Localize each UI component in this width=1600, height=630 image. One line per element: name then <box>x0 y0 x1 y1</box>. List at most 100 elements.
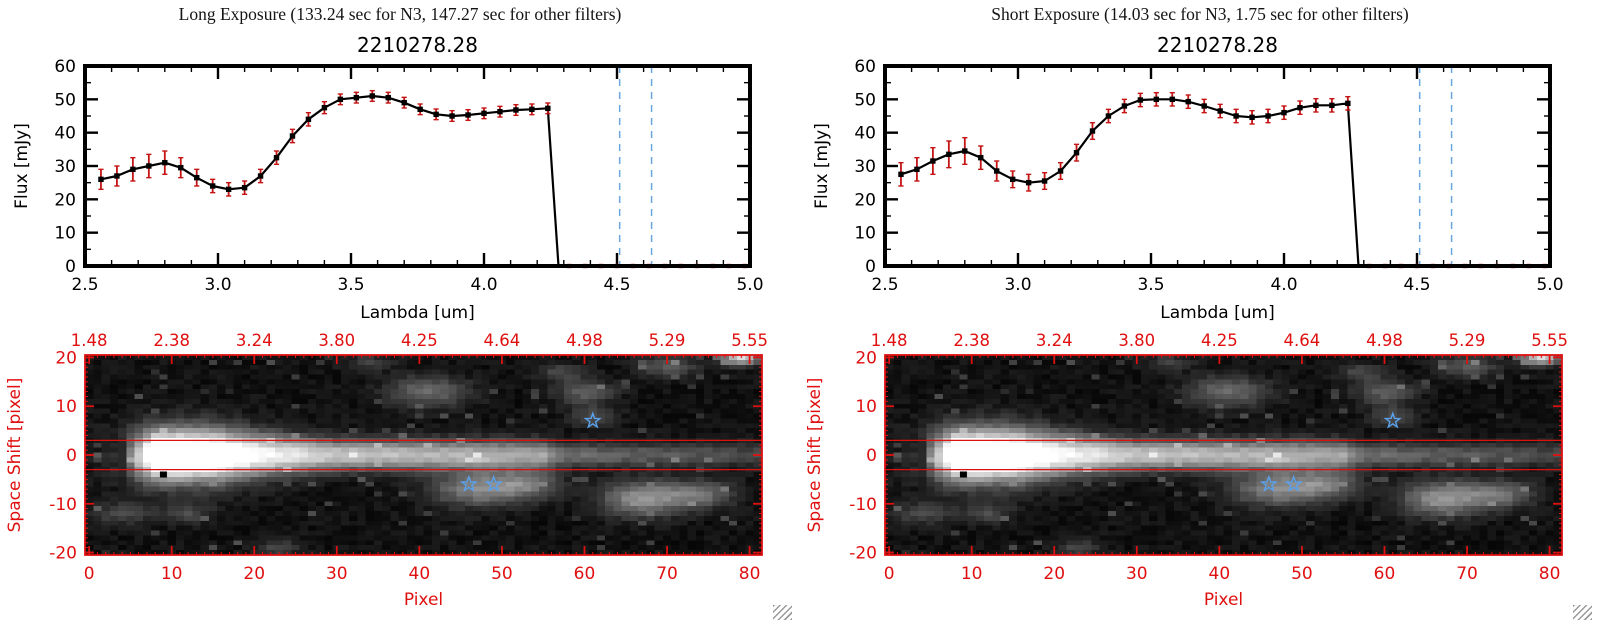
svg-text:30: 30 <box>854 157 876 177</box>
svg-text:10: 10 <box>161 564 183 584</box>
svg-text:4.0: 4.0 <box>470 275 497 295</box>
source-position-marker <box>959 471 967 478</box>
svg-text:5.0: 5.0 <box>1536 275 1563 295</box>
data-point-marker <box>1249 114 1255 121</box>
data-point-marker <box>1217 108 1223 114</box>
star-marker <box>583 411 602 429</box>
data-point-marker <box>401 99 407 106</box>
svg-text:0: 0 <box>865 257 876 277</box>
data-point-marker <box>114 173 120 179</box>
svg-text:2210278.28: 2210278.28 <box>1157 33 1278 57</box>
resize-grip-icon[interactable] <box>773 605 792 620</box>
data-point-marker <box>98 176 104 183</box>
data-point-marker <box>465 112 471 118</box>
svg-text:3.80: 3.80 <box>1118 331 1155 350</box>
data-point-marker <box>1041 178 1048 184</box>
svg-text:Pixel: Pixel <box>404 590 443 610</box>
flux-spectrum-line <box>100 94 750 268</box>
data-point-marker <box>513 107 519 113</box>
data-point-marker <box>1233 113 1239 119</box>
data-point-marker <box>914 166 920 173</box>
svg-text:4.5: 4.5 <box>603 275 630 295</box>
svg-text:4.25: 4.25 <box>1201 331 1238 350</box>
data-point-marker <box>289 133 296 139</box>
svg-text:4.98: 4.98 <box>1366 331 1403 350</box>
data-point-marker <box>978 154 984 161</box>
svg-text:Space Shift [pixel]: Space Shift [pixel] <box>805 378 825 533</box>
svg-text:5.29: 5.29 <box>649 331 686 350</box>
data-point-marker <box>962 148 968 154</box>
data-point-marker <box>1297 104 1303 111</box>
svg-text:-20: -20 <box>49 544 77 564</box>
svg-text:2.38: 2.38 <box>153 331 190 350</box>
data-point-marker <box>1089 128 1096 134</box>
data-point-marker <box>1201 103 1207 109</box>
spectral-image-short <box>885 355 1562 555</box>
data-point-marker <box>529 106 535 113</box>
svg-text:50: 50 <box>491 564 513 584</box>
data-point-marker <box>1121 103 1128 109</box>
data-point-marker <box>385 94 391 101</box>
svg-text:20: 20 <box>1043 564 1065 584</box>
svg-text:4.64: 4.64 <box>484 331 521 350</box>
svg-text:4.0: 4.0 <box>1270 275 1297 295</box>
svg-text:4.25: 4.25 <box>401 331 438 350</box>
svg-text:0: 0 <box>65 257 76 277</box>
svg-text:80: 80 <box>1539 564 1561 584</box>
data-point-marker <box>162 159 168 166</box>
data-point-marker <box>305 116 312 123</box>
data-point-marker <box>449 113 455 119</box>
flux-spectrum-line <box>900 98 1550 268</box>
spectral-image-axes-long: 1.48 0 2.38 10 3.24 20 3.80 30 4.25 40 4.64 50 4.98 6… <box>5 331 768 610</box>
star-marker <box>459 474 478 493</box>
svg-text:5.55: 5.55 <box>731 331 768 350</box>
svg-text:10: 10 <box>961 564 983 584</box>
data-point-marker <box>1265 113 1271 119</box>
svg-text:60: 60 <box>1374 564 1396 584</box>
data-point-marker <box>241 184 248 191</box>
svg-text:5.29: 5.29 <box>1449 331 1486 350</box>
svg-text:-20: -20 <box>849 544 877 564</box>
svg-text:3.80: 3.80 <box>318 331 355 350</box>
svg-text:50: 50 <box>54 90 76 110</box>
svg-text:5.0: 5.0 <box>736 275 763 295</box>
svg-text:2.5: 2.5 <box>871 275 898 295</box>
svg-text:3.0: 3.0 <box>1004 275 1031 295</box>
svg-text:70: 70 <box>1456 564 1478 584</box>
spectrum-chart-long: 2.5 3.0 3.5 4.0 4.5 5.0 0 10 20 30 40 50 60 2210278.2… <box>12 33 764 323</box>
svg-text:2.5: 2.5 <box>71 275 98 295</box>
data-point-marker <box>353 94 360 101</box>
svg-text:Flux [mJy]: Flux [mJy] <box>12 123 32 209</box>
svg-text:1.48: 1.48 <box>871 331 908 350</box>
svg-text:-10: -10 <box>49 495 77 515</box>
svg-text:20: 20 <box>855 348 877 368</box>
data-point-marker <box>146 163 152 169</box>
data-point-marker <box>194 174 200 181</box>
spectrum-axes: 2.5 3.0 3.5 4.0 4.5 5.0 0 10 20 30 40 50 60 <box>54 57 763 295</box>
data-point-marker <box>1105 113 1112 119</box>
data-point-marker <box>337 96 344 103</box>
data-point-marker <box>321 104 328 111</box>
data-point-marker <box>209 183 216 189</box>
data-point-marker <box>1281 109 1287 116</box>
svg-text:2.38: 2.38 <box>953 331 990 350</box>
resize-grip-icon[interactable] <box>1573 605 1592 620</box>
svg-text:40: 40 <box>54 124 76 144</box>
data-point-marker <box>1009 176 1016 183</box>
data-point-marker <box>369 93 375 99</box>
panel-header-short: Short Exposure (14.03 sec for N3, 1.75 s… <box>991 4 1409 24</box>
svg-text:-10: -10 <box>849 495 877 515</box>
panel-short-exposure: Short Exposure (14.03 sec for N3, 1.75 s… <box>800 0 1600 630</box>
svg-text:4.98: 4.98 <box>566 331 603 350</box>
data-point-marker <box>273 154 280 161</box>
spectral-image-long <box>85 355 762 555</box>
data-point-marker <box>1313 102 1319 109</box>
svg-text:4.5: 4.5 <box>1403 275 1430 295</box>
svg-text:70: 70 <box>656 564 678 584</box>
svg-text:20: 20 <box>854 190 876 210</box>
data-point-marker <box>178 164 184 171</box>
data-point-marker <box>1185 98 1191 105</box>
source-position-marker <box>159 471 167 478</box>
data-point-marker <box>1329 102 1335 109</box>
data-point-marker <box>1153 96 1160 103</box>
